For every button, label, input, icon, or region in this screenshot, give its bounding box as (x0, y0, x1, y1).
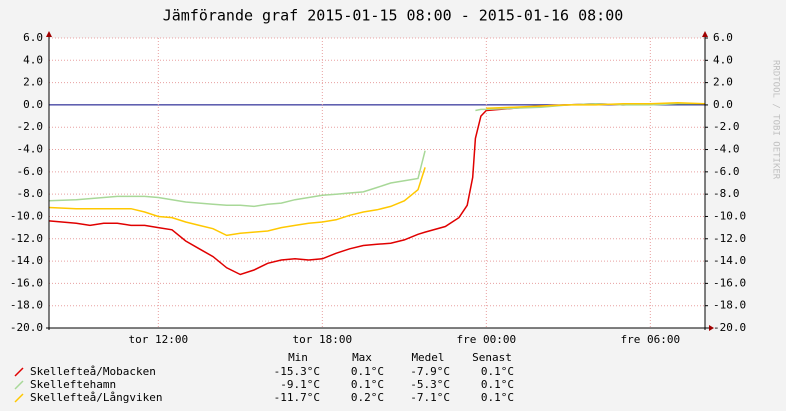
y-tick-label: 4.0 (23, 53, 43, 66)
y-tick-label: -6.0 (17, 165, 44, 178)
y-tick-label: 2.0 (23, 76, 43, 89)
x-tick-label: tor 12:00 (129, 333, 189, 346)
legend-stat: 0.1°C (481, 365, 514, 378)
y2-tick-label: 4.0 (713, 53, 733, 66)
y2-tick-label: 0.0 (713, 98, 733, 111)
y2-tick-label: -8.0 (713, 187, 740, 200)
series-line (48, 101, 706, 237)
y2-tick-label: -2.0 (713, 120, 740, 133)
legend-stat: -5.3°C (410, 378, 450, 391)
legend: Min Max Medel Senast Skellefteå/Mobacken -15.… (14, 351, 514, 404)
plot-area (49, 38, 705, 328)
legend-stat: -7.1°C (410, 391, 450, 404)
legend-swatch (14, 380, 24, 390)
lines (48, 101, 706, 276)
legend-stat: -7.9°C (410, 365, 450, 378)
y2-tick-label: 2.0 (713, 76, 733, 89)
legend-swatch (14, 367, 24, 377)
grid: 6.0 4.0 2.0 0.0 -2.0 -4.0 -6.0 -8.0 -10.0 -12.0 -1… (10, 31, 746, 346)
legend-stat: 0.1°C (351, 365, 384, 378)
x-tick-label: fre 06:00 (621, 333, 681, 346)
y-tick-label: -8.0 (17, 187, 44, 200)
y2-tick-label: -16.0 (713, 276, 746, 289)
legend-header: Min (288, 351, 308, 364)
legend-swatch (14, 393, 24, 403)
legend-label: Skellefteå/Långviken (30, 391, 162, 404)
y2-tick-label: -18.0 (713, 299, 746, 312)
y-tick-label: -10.0 (10, 209, 43, 222)
y-tick-label: -16.0 (10, 276, 43, 289)
y-tick-label: -2.0 (17, 120, 44, 133)
y-tick-label: 6.0 (23, 31, 43, 44)
chart-title: Jämförande graf 2015-01-15 08:00 - 2015-… (163, 7, 624, 25)
y2-tick-label: -10.0 (713, 209, 746, 222)
y2-tick-label: -12.0 (713, 232, 746, 245)
legend-stat: 0.2°C (351, 391, 384, 404)
legend-stat: 0.1°C (481, 391, 514, 404)
legend-header: Medel (411, 351, 444, 364)
legend-label: Skellefteå/Mobacken (30, 365, 156, 378)
axis-arrow (709, 325, 714, 331)
y-tick-label: -18.0 (10, 299, 43, 312)
x-tick-label: tor 18:00 (293, 333, 353, 346)
legend-stat: 0.1°C (481, 378, 514, 391)
y2-tick-label: -6.0 (713, 165, 740, 178)
y2-tick-label: -14.0 (713, 254, 746, 267)
y2-tick-label: -4.0 (713, 143, 740, 156)
side-text: RRDTOOL / TOBI OETIKER (771, 60, 781, 180)
y-tick-label: -20.0 (10, 321, 43, 334)
y-tick-label: 0.0 (23, 98, 43, 111)
y-tick-label: -4.0 (17, 143, 44, 156)
legend-stat: -15.3°C (274, 365, 320, 378)
y-tick-label: -14.0 (10, 254, 43, 267)
legend-label: Skelleftehamn (30, 378, 116, 391)
y2-tick-label: 6.0 (713, 31, 733, 44)
axis-arrow (702, 31, 708, 37)
axis-arrow (46, 31, 52, 37)
legend-header: Senast (472, 351, 512, 364)
legend-stat: 0.1°C (351, 378, 384, 391)
legend-stat: -9.1°C (280, 378, 320, 391)
x-tick-label: fre 00:00 (457, 333, 517, 346)
y-tick-label: -12.0 (10, 232, 43, 245)
legend-stat: -11.7°C (274, 391, 320, 404)
y2-tick-label: -20.0 (713, 321, 746, 334)
legend-header: Max (352, 351, 372, 364)
